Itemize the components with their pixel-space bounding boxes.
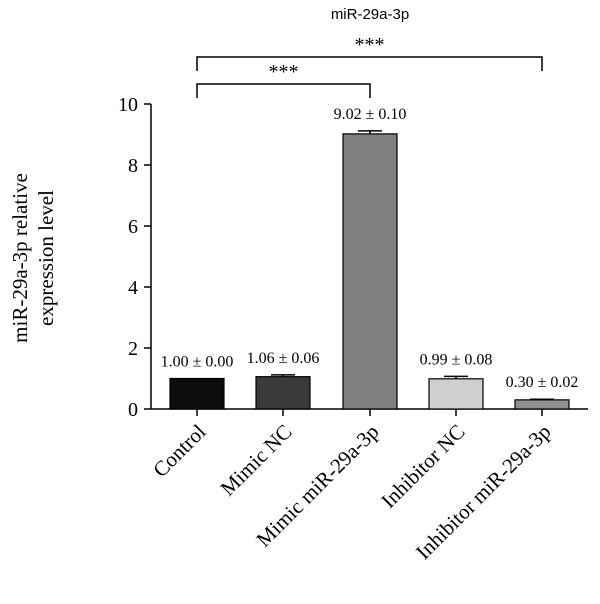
bar (514, 399, 570, 410)
y-tick-label: 10 (118, 94, 138, 116)
bar (342, 133, 398, 410)
y-axis-label-line-1: miR-29a-3p relative (8, 173, 32, 343)
value-label: 1.00 ± 0.00 (161, 354, 234, 371)
y-tick-label: 0 (128, 399, 138, 421)
value-label: 0.30 ± 0.02 (506, 374, 579, 391)
significance-brackets: *** *** (196, 34, 543, 98)
y-tick-label: 4 (128, 277, 138, 299)
bar (428, 378, 484, 410)
value-label: 1.06 ± 0.06 (247, 350, 320, 367)
significance-bracket (196, 83, 371, 98)
value-label: 9.02 ± 0.10 (334, 106, 407, 123)
bar (169, 377, 225, 410)
x-tick-label: Control (148, 419, 210, 481)
significance-label: *** (355, 34, 385, 56)
y-tick-label: 2 (128, 338, 138, 360)
bars (169, 130, 570, 410)
chart-title: miR-29a-3p (331, 6, 409, 23)
y-axis-label-line-2: expression level (34, 190, 58, 326)
x-tick-label: Inhibitor NC (376, 420, 469, 513)
x-tick-label: Mimic NC (216, 420, 297, 501)
value-labels: 1.00 ± 0.00 1.06 ± 0.06 9.02 ± 0.10 0.99 ± … (161, 106, 579, 391)
significance-label: *** (269, 61, 299, 83)
y-tick-label: 6 (128, 216, 138, 238)
value-label: 0.99 ± 0.08 (420, 351, 493, 368)
bar (255, 376, 311, 410)
significance-bracket (196, 56, 543, 71)
y-tick-label: 8 (128, 155, 138, 177)
